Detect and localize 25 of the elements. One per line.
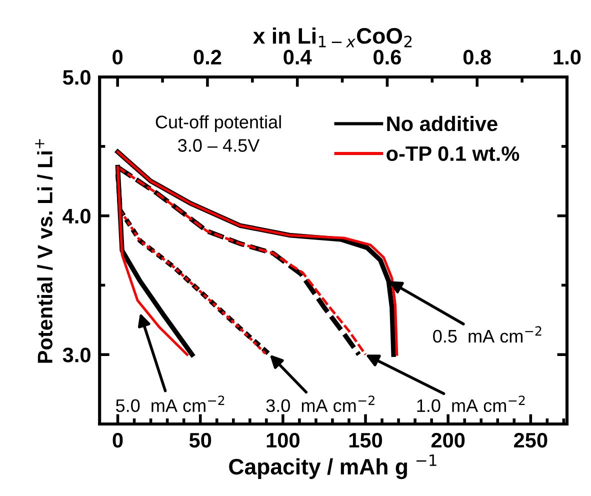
y-tick-label: 3.0 (62, 348, 90, 362)
x2-tick-label: 0.2 (194, 50, 222, 65)
y-tick-label: 5.0 (62, 70, 90, 85)
x2-tick-label: 0 (112, 50, 123, 65)
y-tick-label: 4.0 (62, 208, 90, 224)
annotation: Cut-off potential 3.0 – 4.5V (156, 115, 281, 152)
x-tick-label: 200 (431, 432, 465, 448)
x-tick-label: 100 (266, 432, 300, 448)
x2-axis-title: x in Li$_{1−x}$CoO$_{2}$ (253, 27, 412, 48)
x2-tick-label: 1.0 (554, 50, 581, 65)
annotation: 0.5 mA cm$^{−2}$ (433, 326, 542, 343)
x2-tick-label: 0.4 (284, 50, 312, 65)
x-axis-title: Capacity / mAh g $^{−1}$ (229, 454, 436, 480)
annotation: 1.0 mA cm$^{−2}$ (417, 396, 525, 412)
annotation: 5.0 mA cm$^{−2}$ (116, 396, 224, 412)
x-tick-label: 0 (112, 432, 123, 448)
x-tick-label: 150 (349, 432, 382, 448)
legend-label: o-TP 0.1 wt.% (386, 146, 520, 162)
x-tick-label: 250 (514, 432, 548, 448)
x-tick-label: 50 (189, 432, 212, 448)
legend-label: No additive (387, 116, 498, 132)
annotation: 3.0 mA cm$^{−2}$ (266, 396, 374, 412)
x2-tick-label: 0.6 (374, 50, 401, 65)
y-axis-title: Potential / V vs. Li / Li$^{+}$ (35, 139, 53, 363)
x2-tick-label: 0.8 (463, 50, 491, 65)
